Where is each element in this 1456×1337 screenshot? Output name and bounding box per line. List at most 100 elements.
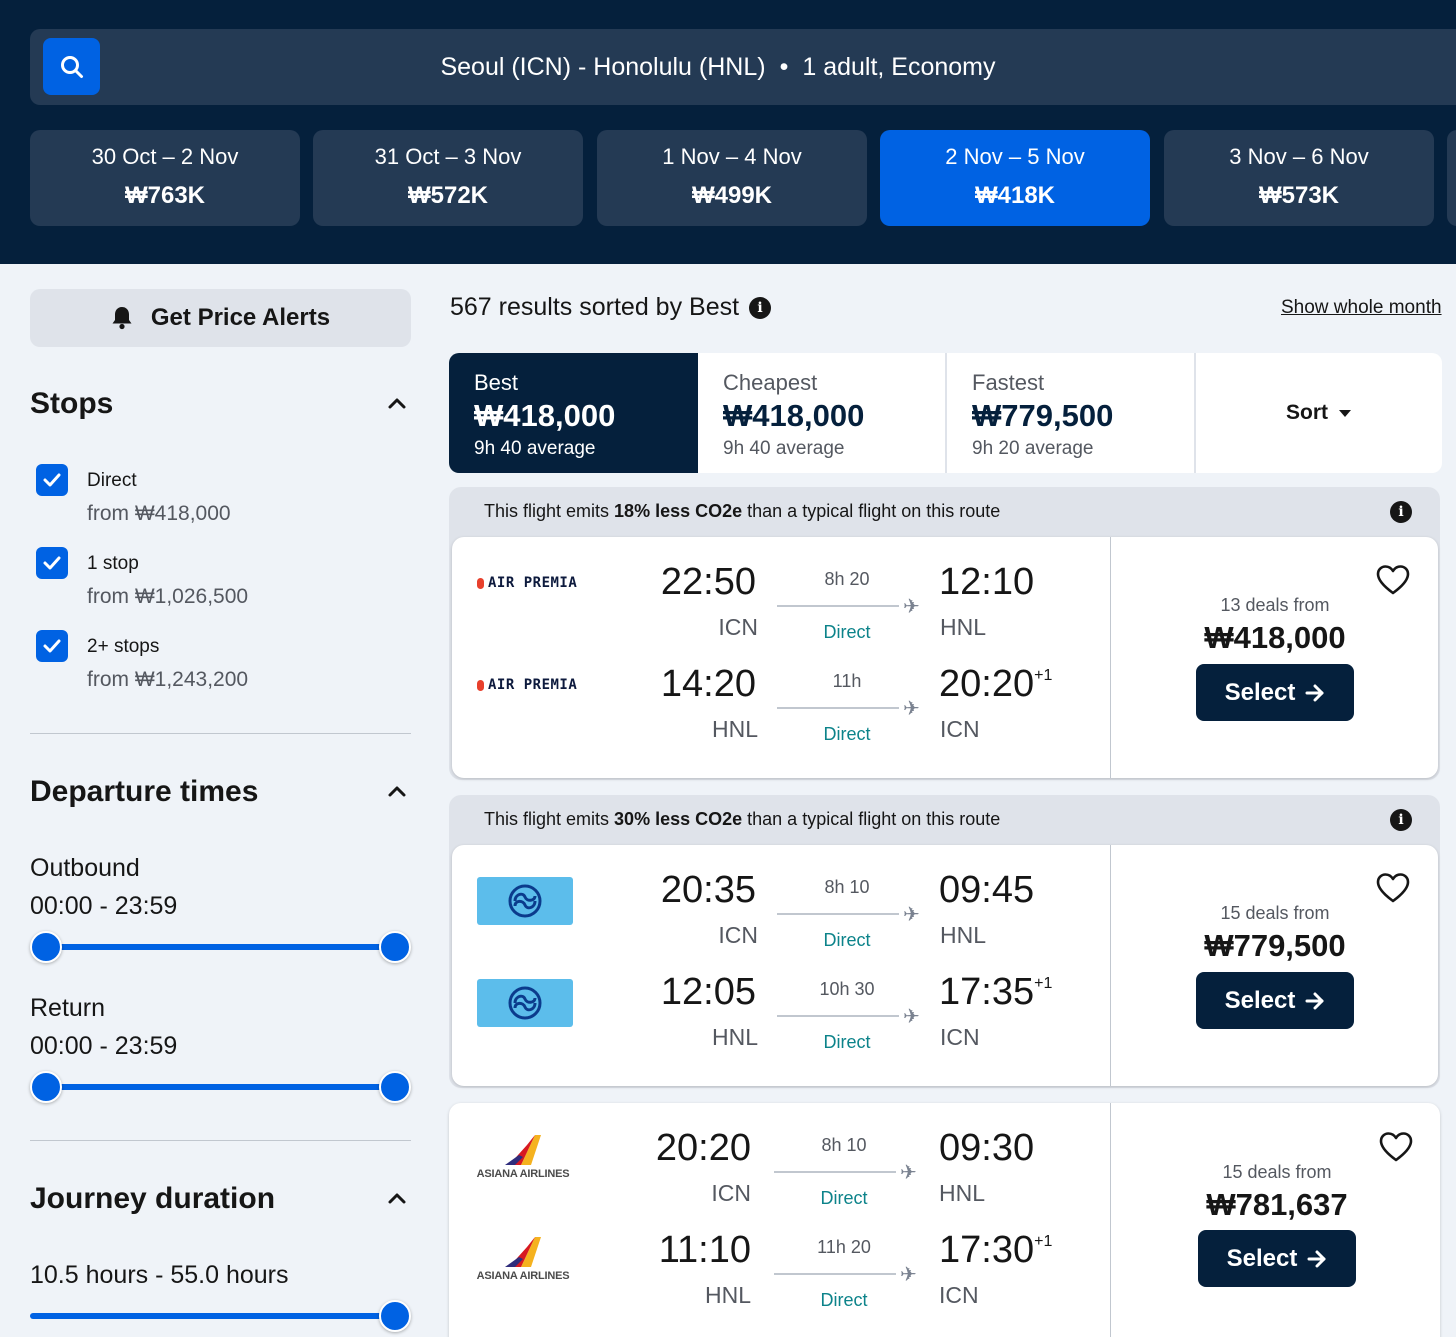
arrival-time-value: 20:20 bbox=[939, 663, 1035, 705]
emissions-value: 18% less CO2e bbox=[614, 501, 743, 521]
arrival-time: 17:30+1 bbox=[939, 1229, 1052, 1272]
price-alerts-button[interactable]: Get Price Alerts bbox=[30, 289, 411, 347]
deals-count: 15 deals from bbox=[1222, 1162, 1332, 1182]
stops-info: Direct bbox=[820, 1290, 868, 1310]
info-icon[interactable]: i bbox=[1390, 501, 1412, 523]
tab-best[interactable]: Best ₩418,000 9h 40 average bbox=[449, 353, 698, 473]
date-option[interactable]: 31 Oct – 3 Nov ₩572K bbox=[313, 130, 583, 226]
search-summary[interactable]: Seoul (ICN) - Honolulu (HNL) • 1 adult, … bbox=[30, 29, 1406, 105]
next-day-marker: +1 bbox=[1034, 975, 1053, 992]
stops-info: Direct bbox=[823, 622, 871, 642]
outbound-range: 00:00 - 23:59 bbox=[30, 892, 178, 920]
return-slider[interactable] bbox=[30, 1070, 411, 1104]
asiana-airlines-logo: ASIANA AIRLINES bbox=[474, 1133, 572, 1180]
chevron-up-icon[interactable] bbox=[386, 392, 408, 414]
heart-icon[interactable] bbox=[1376, 872, 1410, 904]
slider-thumb-max[interactable] bbox=[379, 1071, 411, 1103]
sort-label: Sort bbox=[1286, 401, 1328, 424]
tab-average: 9h 20 average bbox=[972, 438, 1094, 459]
plane-icon: ✈ bbox=[900, 1162, 917, 1184]
flight-card[interactable]: ASIANA AIRLINES 20:20 ICN 8h 10 ✈ Direct… bbox=[449, 1103, 1440, 1337]
heart-icon[interactable] bbox=[1379, 1131, 1413, 1163]
deal-price: ₩418,000 bbox=[1204, 620, 1346, 655]
stops-price: from ₩418,000 bbox=[87, 502, 231, 525]
airline-name: ASIANA AIRLINES bbox=[476, 1168, 570, 1180]
airline-name: ASIANA AIRLINES bbox=[476, 1270, 570, 1282]
date-price: ₩418K bbox=[974, 182, 1056, 209]
heart-icon[interactable] bbox=[1376, 564, 1410, 596]
sort-dropdown[interactable]: Sort bbox=[1196, 353, 1442, 473]
departure-airport: ICN bbox=[718, 614, 758, 640]
emissions-note: This flight emits 30% less CO2e than a t… bbox=[484, 809, 1000, 830]
chevron-up-icon[interactable] bbox=[386, 1187, 408, 1209]
slider-thumb-max[interactable] bbox=[379, 931, 411, 963]
arrival-time: 09:45 bbox=[939, 869, 1034, 912]
select-button[interactable]: Select bbox=[1196, 664, 1354, 721]
tab-average: 9h 40 average bbox=[474, 438, 596, 459]
info-icon[interactable]: i bbox=[1390, 809, 1412, 831]
departure-time: 20:35 bbox=[660, 869, 756, 911]
tab-price: ₩418,000 bbox=[723, 398, 865, 433]
stops-info: Direct bbox=[823, 1032, 871, 1052]
flight-card[interactable]: 20:35 ICN 8h 10 ✈ Direct 09:45 HNL 12:05… bbox=[452, 845, 1438, 1086]
divider bbox=[30, 1140, 411, 1141]
slider-thumb-min[interactable] bbox=[30, 931, 62, 963]
tab-label: Fastest bbox=[972, 370, 1045, 395]
date-option[interactable]: 3 Nov – 6 Nov ₩573K bbox=[1164, 130, 1434, 226]
date-option-selected[interactable]: 2 Nov – 5 Nov ₩418K bbox=[880, 130, 1150, 226]
flight-card[interactable]: AIR PREMIA 22:50 ICN 8h 20 ✈ Direct 12:1… bbox=[452, 537, 1438, 778]
search-route: Seoul (ICN) - Honolulu (HNL) bbox=[440, 52, 766, 81]
stops-checkbox[interactable] bbox=[36, 547, 68, 579]
departure-airport: ICN bbox=[718, 922, 758, 948]
departure-time: 20:20 bbox=[655, 1127, 751, 1169]
select-button[interactable]: Select bbox=[1198, 1230, 1356, 1287]
outbound-slider[interactable] bbox=[30, 930, 411, 964]
arrival-time-value: 17:35 bbox=[939, 971, 1035, 1013]
outbound-leg: 20:35 ICN 8h 10 ✈ Direct 09:45 HNL bbox=[452, 845, 1110, 950]
card-divider bbox=[1110, 1103, 1111, 1337]
arrow-right-icon bbox=[1305, 992, 1324, 1009]
arrival-time: 17:35+1 bbox=[939, 971, 1052, 1014]
select-button[interactable]: Select bbox=[1196, 972, 1354, 1029]
stops-title: Stops bbox=[30, 387, 114, 420]
journey-duration-slider[interactable] bbox=[30, 1299, 411, 1333]
arrival-time: 20:20+1 bbox=[939, 663, 1052, 706]
date-option[interactable]: 1 Nov – 4 Nov ₩499K bbox=[597, 130, 867, 226]
results-count: 567 results sorted by Best bbox=[450, 293, 740, 321]
results-summary: 567 results sorted by Best i bbox=[450, 293, 772, 322]
arrival-airport: ICN bbox=[940, 1024, 980, 1050]
route-line bbox=[777, 1015, 899, 1017]
departure-times-title: Departure times bbox=[30, 775, 259, 808]
departure-airport: ICN bbox=[711, 1180, 751, 1206]
show-whole-month-link[interactable]: Show whole month bbox=[1281, 297, 1442, 318]
select-label: Select bbox=[1226, 1244, 1298, 1272]
emissions-text: This flight emits bbox=[484, 501, 615, 521]
plane-icon: ✈ bbox=[903, 1006, 920, 1028]
tab-label: Best bbox=[474, 370, 519, 395]
date-option[interactable]: 30 Oct – 2 Nov ₩763K bbox=[30, 130, 300, 226]
return-range: 00:00 - 23:59 bbox=[30, 1032, 178, 1060]
slider-thumb-max[interactable] bbox=[379, 1300, 411, 1332]
stops-info: Direct bbox=[823, 930, 871, 950]
return-label: Return bbox=[30, 994, 106, 1022]
return-leg: AIR PREMIA 14:20 HNL 11h ✈ Direct 20:20+… bbox=[452, 639, 1110, 744]
tab-cheapest[interactable]: Cheapest ₩418,000 9h 40 average bbox=[698, 353, 947, 473]
search-separator: • bbox=[779, 52, 789, 81]
search-button[interactable] bbox=[43, 38, 100, 95]
duration: 11h 20 bbox=[817, 1237, 871, 1257]
slider-thumb-min[interactable] bbox=[30, 1071, 62, 1103]
info-icon[interactable]: i bbox=[749, 296, 772, 319]
duration: 11h bbox=[832, 671, 862, 691]
arrival-time: 09:30 bbox=[939, 1127, 1034, 1170]
card-divider bbox=[1110, 845, 1111, 1086]
search-summary-bar[interactable]: Seoul (ICN) - Honolulu (HNL) • 1 adult, … bbox=[30, 29, 1456, 105]
tab-fastest[interactable]: Fastest ₩779,500 9h 20 average bbox=[947, 353, 1196, 473]
emissions-text: than a typical flight on this route bbox=[742, 501, 1001, 521]
arrival-airport: HNL bbox=[939, 1180, 986, 1206]
stops-checkbox[interactable] bbox=[36, 630, 68, 662]
emissions-note: This flight emits 18% less CO2e than a t… bbox=[484, 501, 1000, 522]
chevron-up-icon[interactable] bbox=[386, 780, 408, 802]
date-range: 30 Oct – 2 Nov bbox=[91, 144, 239, 169]
date-option-partial[interactable] bbox=[1447, 130, 1456, 226]
stops-checkbox[interactable] bbox=[36, 464, 68, 496]
